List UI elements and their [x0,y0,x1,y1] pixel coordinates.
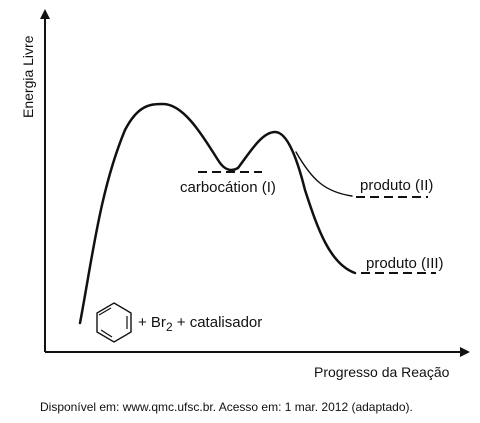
reactants-subscript: 2 [166,320,173,334]
product-3-label: produto (III) [366,255,444,272]
source-caption: Disponível em: www.qmc.ufsc.br. Acesso e… [40,400,413,414]
energy-curve-main [78,102,357,325]
energy-curve-branch [295,151,353,197]
product-2-label: produto (II) [360,177,433,194]
reactants-suffix: + catalisador [173,314,263,331]
x-axis-label: Progresso da Reação [314,364,450,380]
y-axis-label: Energia Livre [20,35,36,118]
benzene-ring-icon [96,302,132,343]
reactants-label: + Br2 + catalisador [138,314,262,334]
intermediate-label: carbocátion (I) [180,179,276,196]
reactants-prefix: + Br [138,314,166,331]
